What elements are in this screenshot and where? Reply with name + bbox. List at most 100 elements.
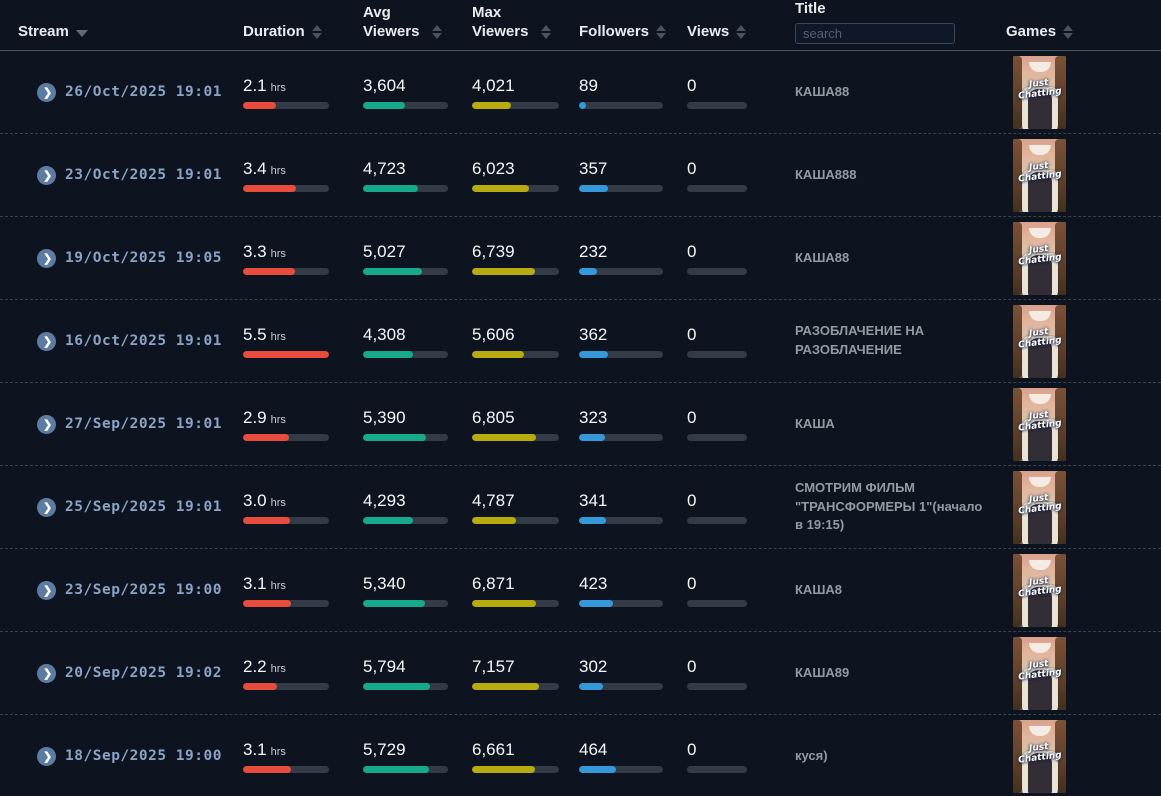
game-thumbnail[interactable]: Just Chatting [1013,636,1066,710]
expand-stream-icon[interactable]: ❯ [37,497,57,517]
followers-value: 341 [579,490,608,510]
views-cell: 0 [687,657,795,690]
game-cell: Just Chatting [1006,221,1161,295]
game-thumbnail[interactable]: Just Chatting [1013,304,1066,378]
views-bar [687,350,747,358]
game-thumbnail[interactable]: Just Chatting [1013,221,1066,295]
followers-bar [579,350,663,358]
game-cell: Just Chatting [1006,55,1161,129]
avg-viewers-value: 5,027 [363,241,406,261]
followers-cell: 232 [579,242,687,275]
max-viewers-cell: 4,021 [472,76,579,109]
followers-bar [579,101,663,109]
max-viewers-value: 6,739 [472,241,515,261]
stream-title: КАША [795,415,835,431]
views-bar [687,101,747,109]
stream-row: ❯ 25/Sep/2025 19:01 3.0 hrs 4,293 4,787 3… [0,466,1161,549]
game-thumbnail[interactable]: Just Chatting [1013,55,1066,129]
views-bar [687,516,747,524]
followers-value: 423 [579,573,608,593]
column-header-views[interactable]: Views [687,23,795,51]
sort-icon[interactable] [432,24,442,39]
column-header-max-viewers[interactable]: Max Viewers [472,4,579,51]
column-header-avg-viewers[interactable]: Avg Viewers [363,4,472,51]
sort-icon[interactable] [1063,24,1074,39]
column-header-followers[interactable]: Followers [579,23,687,51]
sort-desc-icon[interactable] [75,29,88,37]
followers-cell: 341 [579,491,687,524]
expand-stream-icon[interactable]: ❯ [37,663,57,683]
views-bar [687,599,747,607]
max-viewers-bar [472,101,559,109]
stream-row: ❯ 18/Sep/2025 19:00 3.1 hrs 5,729 6,661 4… [0,715,1161,796]
column-header-title: Title [795,0,1006,51]
followers-value: 232 [579,241,608,261]
followers-value: 357 [579,158,608,178]
avg-viewers-cell: 4,293 [363,491,472,524]
sort-icon[interactable] [311,24,322,39]
views-cell: 0 [687,325,795,358]
expand-stream-icon[interactable]: ❯ [37,248,57,268]
game-thumbnail[interactable]: Just Chatting [1013,138,1066,212]
followers-cell: 423 [579,574,687,607]
expand-stream-icon[interactable]: ❯ [37,82,57,102]
max-viewers-value: 6,023 [472,158,515,178]
sort-icon[interactable] [541,24,551,39]
title-search-input[interactable] [795,22,955,44]
duration-cell: 5.5 hrs [243,325,363,358]
views-value: 0 [687,739,697,759]
avg-viewers-value: 4,308 [363,324,406,344]
sort-icon[interactable] [656,24,667,39]
stream-title: КАША8 [795,581,843,597]
game-cell: Just Chatting [1006,553,1161,627]
avg-viewers-cell: 5,340 [363,574,472,607]
duration-value: 3.4 hrs [243,158,286,178]
max-viewers-cell: 6,661 [472,740,579,773]
views-bar [687,433,747,441]
stream-cell: ❯ 27/Sep/2025 19:01 [0,414,243,434]
expand-stream-icon[interactable]: ❯ [37,165,57,185]
game-cell: Just Chatting [1006,719,1161,793]
followers-cell: 464 [579,740,687,773]
expand-stream-icon[interactable]: ❯ [37,414,57,434]
table-header: Stream Duration Avg Viewers Max Viewers … [0,0,1161,51]
stream-cell: ❯ 18/Sep/2025 19:00 [0,746,243,766]
game-thumbnail[interactable]: Just Chatting [1013,719,1066,793]
max-viewers-value: 6,661 [472,739,515,759]
duration-bar [243,765,329,773]
max-viewers-cell: 6,739 [472,242,579,275]
max-viewers-bar [472,765,559,773]
max-viewers-bar [472,184,559,192]
duration-bar [243,682,329,690]
max-viewers-bar [472,433,559,441]
avg-viewers-bar [363,350,448,358]
max-viewers-header-label: Max Viewers [472,4,529,40]
sort-icon[interactable] [736,24,747,39]
avg-viewers-bar [363,433,448,441]
stream-date: 20/Sep/2025 19:02 [65,665,222,681]
duration-bar [243,267,329,275]
views-cell: 0 [687,159,795,192]
followers-header-label: Followers [579,23,650,40]
column-header-games[interactable]: Games [1006,23,1161,51]
stream-cell: ❯ 26/Oct/2025 19:01 [0,82,243,102]
duration-cell: 3.4 hrs [243,159,363,192]
expand-stream-icon[interactable]: ❯ [37,331,57,351]
max-viewers-value: 5,606 [472,324,515,344]
stream-title: КАША888 [795,166,857,182]
game-thumbnail[interactable]: Just Chatting [1013,553,1066,627]
expand-stream-icon[interactable]: ❯ [37,580,57,600]
views-cell: 0 [687,740,795,773]
column-header-duration[interactable]: Duration [243,23,363,51]
expand-stream-icon[interactable]: ❯ [37,746,57,766]
avg-viewers-bar [363,599,448,607]
column-header-stream[interactable]: Stream [0,23,243,51]
avg-viewers-bar [363,184,448,192]
game-thumbnail[interactable]: Just Chatting [1013,470,1066,544]
followers-cell: 357 [579,159,687,192]
max-viewers-bar [472,267,559,275]
stream-cell: ❯ 23/Sep/2025 19:00 [0,580,243,600]
stream-cell: ❯ 25/Sep/2025 19:01 [0,497,243,517]
game-thumbnail[interactable]: Just Chatting [1013,387,1066,461]
avg-viewers-value: 5,340 [363,573,406,593]
